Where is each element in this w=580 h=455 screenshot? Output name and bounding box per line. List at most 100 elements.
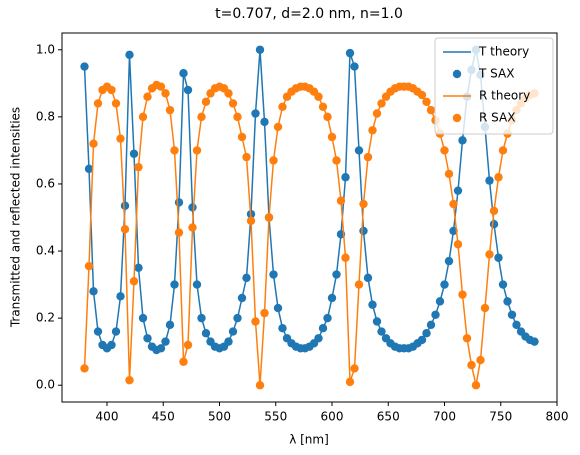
marker [233,313,242,323]
x-tick-label: 400 [96,410,119,424]
y-tick-label: 0.6 [36,176,55,190]
marker [444,169,454,179]
marker [422,97,431,106]
marker [179,69,188,78]
marker [143,334,152,343]
marker [170,280,179,289]
marker [372,317,382,326]
marker [125,375,134,385]
legend-swatch [452,113,462,123]
marker [489,220,499,229]
marker [188,223,197,232]
marker [228,99,238,108]
chart-title: t=0.707, d=2.0 nm, n=1.0 [215,6,403,22]
marker [494,173,503,182]
marker [242,273,251,283]
marker [359,199,368,209]
x-tick-label: 450 [152,410,175,424]
marker [197,112,206,122]
marker [278,102,287,112]
marker [359,226,368,236]
marker [111,99,121,108]
marker [111,327,121,336]
marker [377,99,386,108]
y-tick-label: 0.2 [36,311,55,325]
marker [120,201,130,210]
marker [503,297,512,306]
marker [170,146,179,155]
marker [273,303,283,313]
x-tick-label: 550 [264,410,287,424]
legend-label: T SAX [478,67,514,81]
marker [224,337,233,346]
marker [192,280,202,289]
marker [494,253,503,262]
marker [426,105,436,115]
marker [107,85,116,95]
marker [228,327,238,336]
marker [269,270,278,279]
x-tick-label: 800 [546,410,569,424]
marker [350,364,359,373]
y-axis-label: Transmitted and reflected intensities [9,107,23,328]
marker [354,146,364,155]
marker [363,273,373,283]
marker [255,45,265,54]
marker [345,48,355,58]
marker [489,206,499,215]
marker [89,287,98,296]
marker [323,313,332,323]
marker [354,280,364,289]
marker [327,293,337,303]
marker [368,300,377,309]
marker [485,176,494,185]
marker [188,203,197,212]
marker [332,270,341,279]
marker [444,256,454,266]
marker [314,92,323,101]
marker [183,85,193,95]
axes-frame [61,32,558,403]
x-tick-label: 500 [208,410,231,424]
marker [440,280,449,289]
marker [345,377,355,387]
marker [251,109,260,118]
x-tick-label: 650 [377,410,400,424]
marker [498,280,508,289]
marker [458,290,467,299]
marker [260,117,269,127]
marker [507,310,517,319]
marker [318,102,328,112]
marker [476,355,485,365]
marker [471,381,481,390]
y-tick-label: 0.4 [36,244,55,258]
marker [372,109,382,118]
marker [246,216,256,226]
marker [84,261,94,271]
legend-label: R SAX [479,111,515,125]
marker [116,134,125,143]
marker [417,90,427,100]
x-tick-label: 750 [489,410,512,424]
marker [165,320,175,330]
marker [183,340,193,350]
x-tick-label: 700 [433,410,456,424]
marker [318,324,328,333]
marker [161,337,170,346]
marker [107,340,116,350]
marker [116,292,125,301]
legend-label: T theory [478,45,529,59]
marker [165,105,175,115]
marker [89,139,98,148]
marker [480,303,490,313]
marker [350,62,359,71]
x-axis-label: λ [nm] [289,433,329,447]
y-tick-label: 0.0 [36,378,55,392]
marker [192,146,202,155]
marker [237,132,247,142]
marker [453,240,463,249]
marker [134,162,143,172]
marker [341,253,350,262]
marker [156,344,166,353]
legend-box [434,37,554,135]
